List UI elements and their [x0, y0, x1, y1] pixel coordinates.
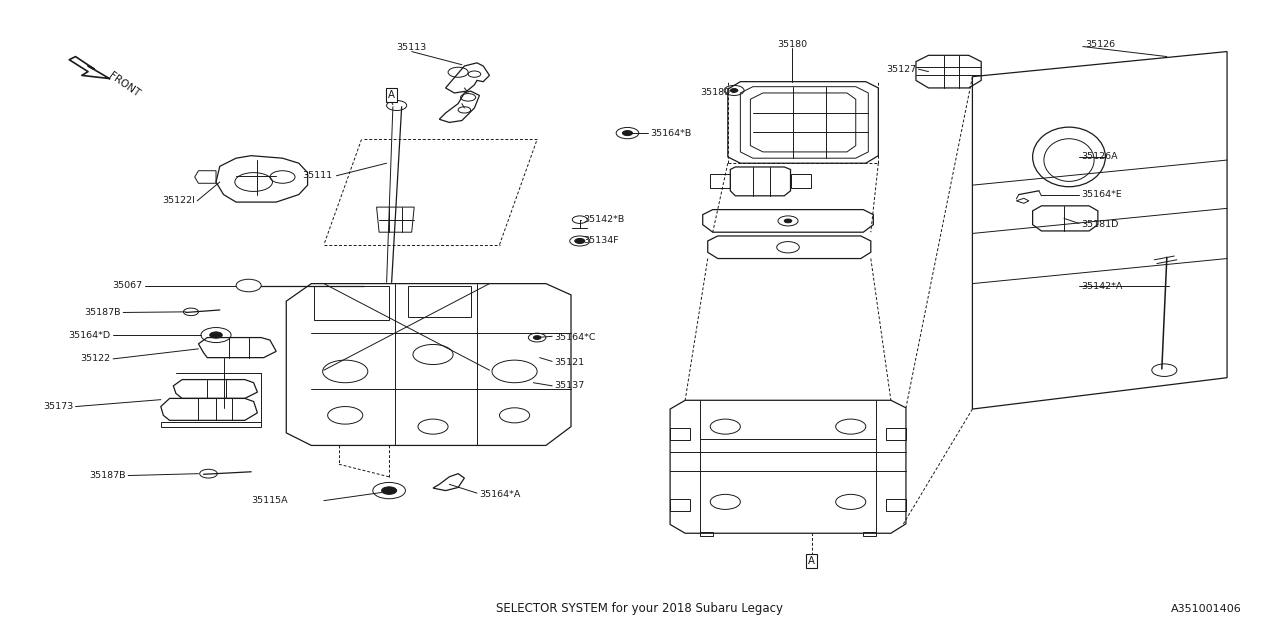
Text: 35126A: 35126A — [1082, 152, 1119, 161]
Circle shape — [785, 219, 792, 223]
Text: 35164*D: 35164*D — [69, 330, 110, 340]
Text: 35127: 35127 — [886, 65, 916, 74]
Text: FRONT: FRONT — [108, 70, 142, 99]
Text: 35122I: 35122I — [161, 196, 195, 205]
Text: 35164*B: 35164*B — [650, 129, 691, 138]
Circle shape — [534, 335, 541, 339]
Text: 35164*E: 35164*E — [1082, 190, 1123, 199]
Text: 35164*C: 35164*C — [554, 333, 596, 342]
Text: 35115A: 35115A — [252, 496, 288, 505]
Text: 35111: 35111 — [302, 172, 333, 180]
Text: 35180: 35180 — [777, 40, 806, 49]
Text: 35164*A: 35164*A — [480, 490, 521, 499]
Circle shape — [381, 487, 397, 494]
Circle shape — [210, 332, 223, 338]
Text: 35187B: 35187B — [90, 471, 125, 480]
Text: 35067: 35067 — [111, 281, 142, 290]
Text: 35121: 35121 — [554, 358, 585, 367]
Text: 35187B: 35187B — [84, 308, 120, 317]
Text: SELECTOR SYSTEM for your 2018 Subaru Legacy: SELECTOR SYSTEM for your 2018 Subaru Leg… — [497, 602, 783, 615]
Text: 35134F: 35134F — [584, 236, 620, 246]
Circle shape — [236, 279, 261, 292]
Circle shape — [622, 131, 632, 136]
Text: A: A — [809, 556, 815, 566]
Text: A: A — [388, 90, 396, 100]
Text: 35173: 35173 — [42, 402, 73, 411]
Text: 35137: 35137 — [554, 381, 585, 390]
Circle shape — [575, 239, 585, 243]
Polygon shape — [69, 56, 109, 79]
Text: 35189: 35189 — [700, 88, 731, 97]
Text: 35181D: 35181D — [1082, 220, 1119, 229]
Text: 35142*B: 35142*B — [584, 215, 625, 224]
Text: 35126: 35126 — [1085, 40, 1115, 49]
Text: 35122: 35122 — [81, 355, 110, 364]
Text: 35113: 35113 — [397, 43, 426, 52]
Text: 35142*A: 35142*A — [1082, 282, 1123, 291]
Circle shape — [731, 88, 737, 92]
Text: A351001406: A351001406 — [1171, 604, 1242, 614]
